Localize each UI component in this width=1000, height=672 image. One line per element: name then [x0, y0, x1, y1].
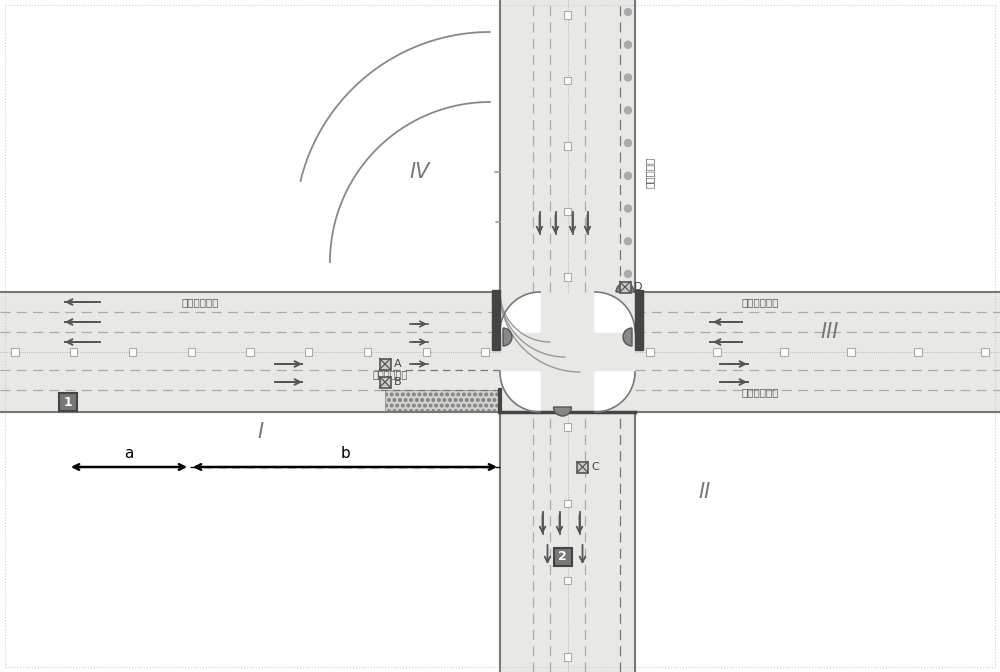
Polygon shape — [635, 290, 643, 350]
Bar — [380, 358, 390, 370]
Bar — [620, 282, 631, 292]
Text: D: D — [634, 282, 642, 292]
Polygon shape — [500, 292, 540, 332]
Bar — [385, 390, 500, 412]
Circle shape — [624, 172, 632, 179]
Text: I: I — [257, 422, 263, 442]
Circle shape — [624, 9, 632, 15]
Text: a: a — [124, 446, 134, 461]
Text: 1: 1 — [64, 396, 72, 409]
Bar — [577, 462, 588, 472]
Text: II: II — [699, 482, 711, 502]
Circle shape — [624, 205, 632, 212]
Wedge shape — [503, 328, 512, 346]
Text: b: b — [340, 446, 350, 461]
Circle shape — [624, 74, 632, 81]
Circle shape — [624, 107, 632, 114]
Text: 公交优先进口: 公交优先进口 — [741, 297, 779, 307]
Text: 公交优先进口: 公交优先进口 — [372, 369, 408, 379]
Wedge shape — [616, 283, 634, 292]
Circle shape — [624, 140, 632, 146]
Text: B: B — [394, 377, 401, 387]
Bar — [59, 393, 77, 411]
Text: 2: 2 — [558, 550, 567, 564]
Text: III: III — [821, 322, 839, 342]
Circle shape — [624, 238, 632, 245]
Polygon shape — [595, 372, 635, 412]
Text: 公交优先进口: 公交优先进口 — [181, 297, 219, 307]
Bar — [554, 548, 572, 566]
Wedge shape — [623, 328, 632, 346]
Circle shape — [624, 271, 632, 278]
Text: 公交专用道: 公交专用道 — [645, 157, 655, 187]
Polygon shape — [500, 372, 540, 412]
Text: 公交优先进口: 公交优先进口 — [741, 387, 779, 397]
Wedge shape — [554, 407, 572, 416]
Text: C: C — [591, 462, 599, 472]
Text: A: A — [394, 359, 401, 369]
Polygon shape — [492, 290, 500, 350]
Circle shape — [624, 41, 632, 48]
Text: IV: IV — [410, 162, 430, 182]
Bar — [380, 376, 390, 388]
Polygon shape — [595, 292, 635, 332]
